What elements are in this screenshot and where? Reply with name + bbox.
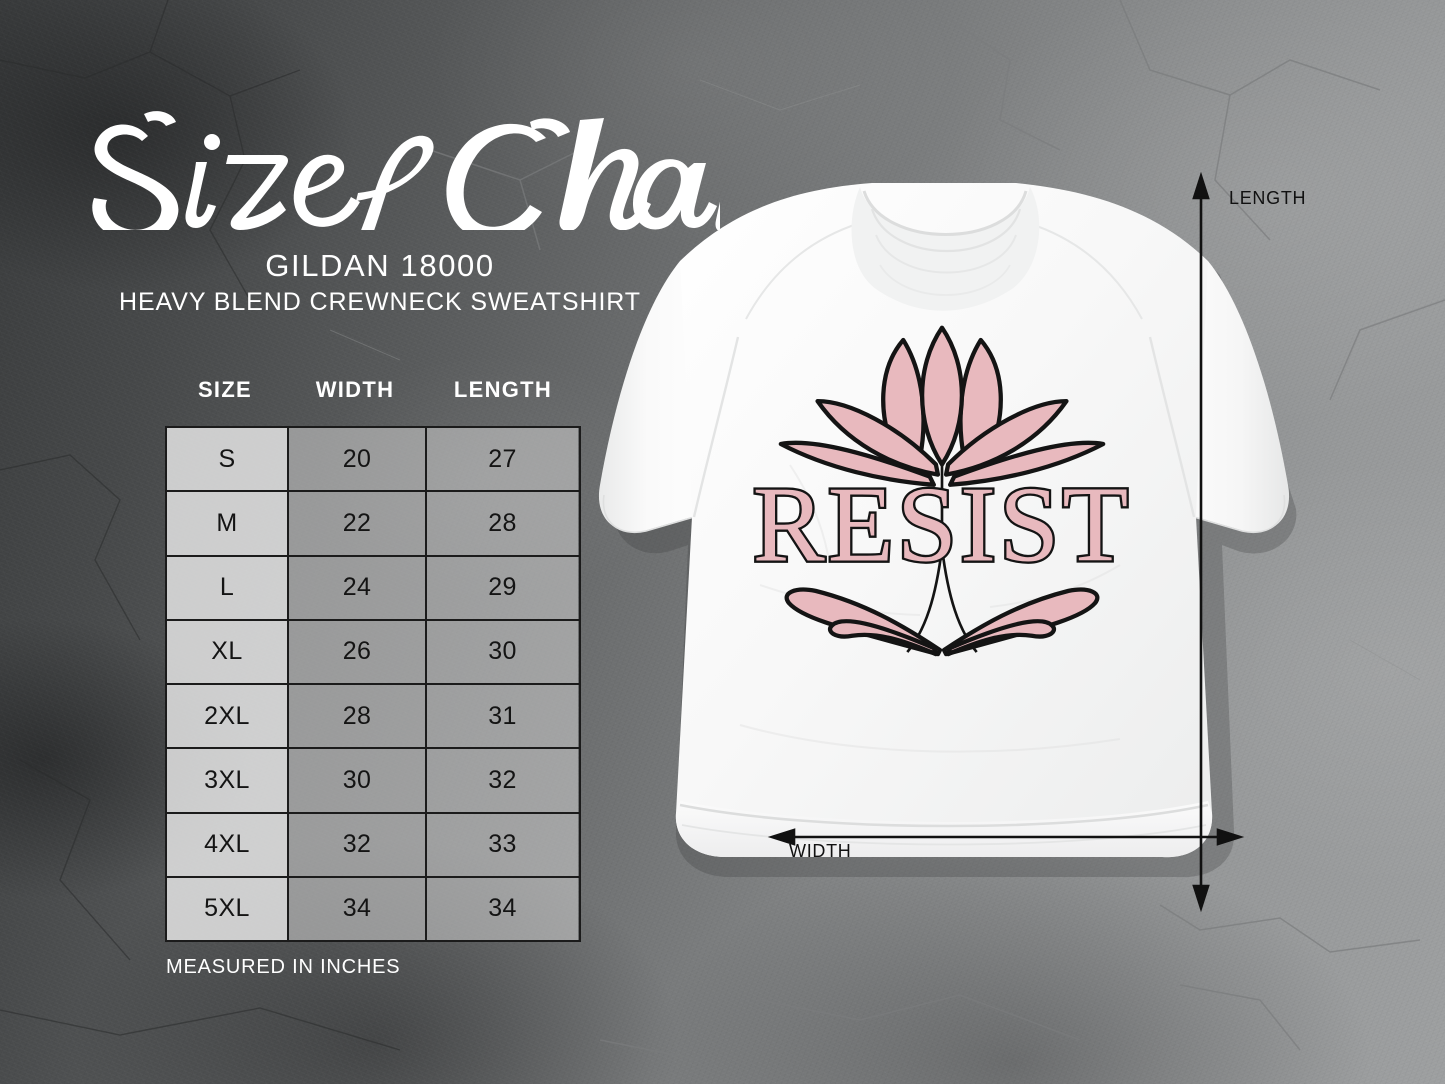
table-row: L 24 29 (167, 556, 579, 621)
table-row: S 20 27 (167, 428, 579, 493)
product-name: HEAVY BLEND CREWNECK SWEATSHIRT (119, 288, 641, 316)
table-footnote: MEASURED IN INCHES (166, 956, 401, 978)
cell-length: 30 (427, 620, 578, 683)
cell-length: 32 (427, 749, 578, 812)
table-row: 5XL 34 34 (167, 877, 579, 940)
table-column-headers: SIZE WIDTH LENGTH (165, 377, 581, 403)
width-label: WIDTH (789, 841, 852, 861)
cell-size: 3XL (167, 749, 287, 812)
product-code: GILDAN 18000 (265, 248, 495, 283)
cell-length: 27 (427, 428, 578, 491)
cell-width: 26 (287, 620, 427, 683)
cell-size: M (167, 492, 287, 555)
flower-lower-leaves (778, 440, 1106, 487)
left-armhole-seam (692, 336, 740, 518)
right-armhole-seam (1148, 336, 1196, 518)
cell-length: 34 (427, 877, 578, 940)
cell-size: L (167, 556, 287, 619)
flourish-left-lower (828, 619, 939, 657)
lower-leaf-right (948, 440, 1106, 487)
lower-leaf-left (778, 440, 936, 487)
cell-length: 29 (427, 556, 578, 619)
cell-width: 32 (287, 813, 427, 876)
bottom-hem (675, 801, 1213, 858)
cell-length: 31 (427, 685, 578, 748)
right-shoulder-seam (1027, 222, 1143, 320)
table-row: 3XL 30 32 (167, 749, 579, 814)
design-text: RESIST (753, 465, 1132, 584)
cell-size: 2XL (167, 685, 287, 748)
resist-design: RESIST (750, 325, 1132, 657)
size-table: S 20 27 M 22 28 L 24 29 XL 26 30 2XL 28 … (165, 426, 581, 942)
cell-width: 20 (287, 428, 427, 491)
cell-size: XL (167, 620, 287, 683)
cell-length: 33 (427, 813, 578, 876)
cell-width: 28 (287, 685, 427, 748)
table-row: 4XL 32 33 (167, 813, 579, 878)
table-row: M 22 28 (167, 492, 579, 557)
cell-length: 28 (427, 492, 578, 555)
column-header-length: LENGTH (453, 377, 553, 402)
cell-width: 34 (287, 877, 427, 940)
column-header-width: WIDTH (315, 377, 395, 402)
cell-width: 24 (287, 556, 427, 619)
right-cuff-seam (1193, 494, 1286, 534)
petal-center (920, 325, 964, 467)
cell-size: S (167, 428, 287, 491)
length-label: LENGTH (1229, 188, 1307, 208)
collar (851, 187, 1040, 311)
bottom-flourish (784, 587, 1100, 657)
left-cuff-seam (602, 494, 695, 534)
left-shoulder-seam (745, 222, 861, 320)
table-row: XL 26 30 (167, 620, 579, 685)
shirt-body (675, 183, 1213, 858)
cell-size: 4XL (167, 813, 287, 876)
cell-size: 5XL (167, 877, 287, 940)
table-row: 2XL 28 31 (167, 685, 579, 750)
flourish-right-lower (945, 619, 1056, 657)
cell-width: 22 (287, 492, 427, 555)
cell-width: 30 (287, 749, 427, 812)
column-header-size: SIZE (197, 377, 253, 402)
sweatshirt-mockup: RESIST (560, 165, 1320, 905)
